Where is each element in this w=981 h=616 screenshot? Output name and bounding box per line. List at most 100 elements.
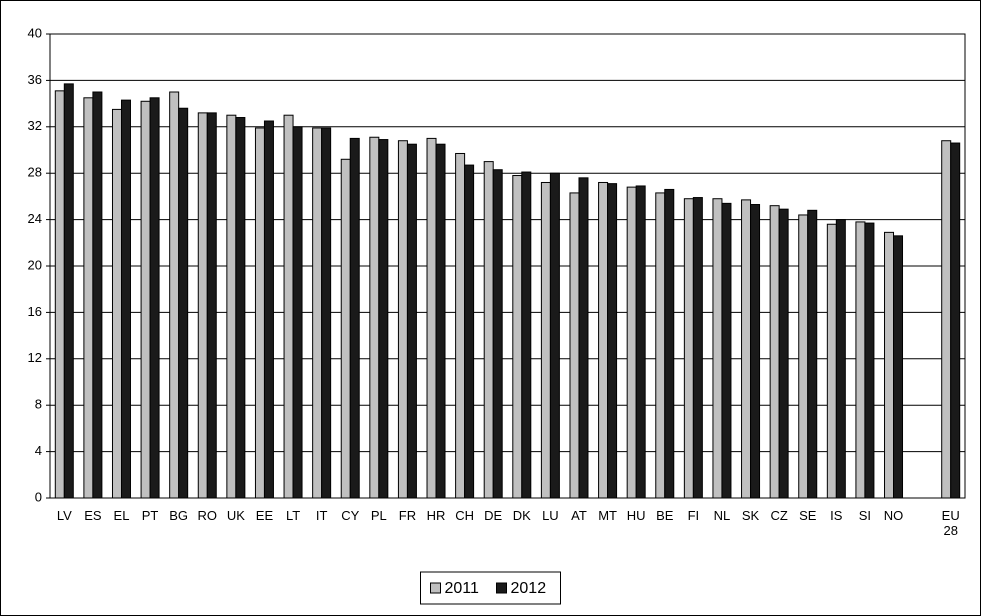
bar [893, 235, 904, 499]
bar [54, 90, 65, 499]
x-tick-label: EU 28 [941, 508, 960, 538]
bar [521, 171, 532, 499]
bar [664, 188, 675, 499]
x-tick-label: MT [598, 508, 617, 523]
y-tick-label: 36 [28, 72, 42, 87]
bar [369, 136, 380, 499]
x-tick-label: CY [341, 508, 360, 523]
bar [492, 169, 503, 499]
y-tick-label: 28 [28, 165, 42, 180]
x-tick-label: CH [455, 508, 474, 523]
x-tick-label: IT [315, 508, 328, 523]
x-tick-label: PL [370, 508, 387, 523]
bar [435, 143, 446, 499]
bar [235, 117, 246, 499]
bar [750, 204, 761, 499]
bar [92, 91, 103, 499]
bar [655, 192, 666, 499]
y-tick-label: 8 [35, 397, 42, 412]
bar [226, 114, 237, 499]
bar [140, 100, 151, 499]
legend-box [420, 571, 561, 605]
y-tick-label: 16 [28, 304, 42, 319]
x-tick-label: EL [113, 508, 130, 523]
bar [798, 214, 809, 499]
bar [769, 205, 780, 499]
legend-label: 2012 [511, 580, 547, 597]
bar [835, 219, 846, 499]
x-tick-label: ES [84, 508, 102, 523]
bar [826, 223, 837, 499]
x-tick-label: EE [255, 508, 274, 523]
x-tick-label: NO [883, 508, 904, 523]
bar [569, 192, 580, 499]
bar [721, 202, 732, 499]
bar [683, 198, 694, 499]
x-tick-label: SK [741, 508, 760, 523]
bar [807, 209, 818, 499]
x-tick-label: SI [858, 508, 872, 523]
x-tick-label: CZ [770, 508, 788, 523]
bar [321, 127, 332, 499]
bar [406, 143, 417, 499]
bar [283, 114, 294, 499]
x-tick-label: DK [512, 508, 531, 523]
bar [607, 183, 618, 499]
bar [540, 181, 551, 499]
legend-label: 2011 [445, 580, 480, 597]
bar [178, 107, 189, 499]
bar [426, 137, 437, 499]
x-tick-label: RO [197, 508, 218, 523]
bar [111, 108, 122, 499]
y-tick-label: 12 [28, 350, 42, 365]
bar [855, 221, 866, 499]
bar [512, 175, 523, 499]
bar [626, 186, 637, 499]
x-tick-label: BE [656, 508, 674, 523]
legend-swatch [430, 582, 441, 594]
bar [197, 112, 208, 499]
x-tick-label: LV [56, 508, 72, 523]
bar [120, 99, 131, 499]
x-tick-label: IS [830, 508, 843, 523]
x-tick-label: BG [169, 508, 189, 523]
bar [864, 222, 875, 499]
bar [778, 208, 789, 499]
bar [312, 127, 323, 499]
bar [950, 142, 961, 499]
bar [292, 126, 303, 499]
bar [578, 177, 589, 499]
legend-swatch [496, 582, 507, 594]
x-tick-label: DE [484, 508, 503, 523]
bar [83, 97, 94, 499]
y-tick-label: 20 [28, 257, 42, 272]
bar [712, 198, 723, 499]
x-tick-label: HR [426, 508, 446, 523]
bar [378, 139, 389, 499]
x-tick-label: PT [141, 508, 159, 523]
y-tick-label: 0 [35, 489, 42, 504]
bar [349, 137, 360, 499]
bar [63, 83, 74, 499]
y-tick-label: 4 [35, 443, 42, 458]
y-tick-label: 32 [28, 118, 42, 133]
bar [464, 164, 475, 499]
bar [741, 199, 752, 499]
bar [397, 140, 408, 499]
bar [549, 172, 560, 499]
x-tick-label: AT [571, 508, 587, 523]
x-tick-label: HU [626, 508, 646, 523]
x-tick-label: LU [542, 508, 559, 523]
bar [169, 91, 180, 499]
bar [941, 140, 952, 499]
y-tick-label: 24 [28, 211, 42, 226]
y-tick-label: 40 [28, 25, 42, 40]
x-tick-label: UK [226, 508, 245, 523]
bar [635, 185, 646, 499]
bar [340, 158, 351, 499]
x-tick-label: FI [687, 508, 700, 523]
bar [254, 127, 265, 499]
x-tick-label: LT [285, 508, 301, 523]
